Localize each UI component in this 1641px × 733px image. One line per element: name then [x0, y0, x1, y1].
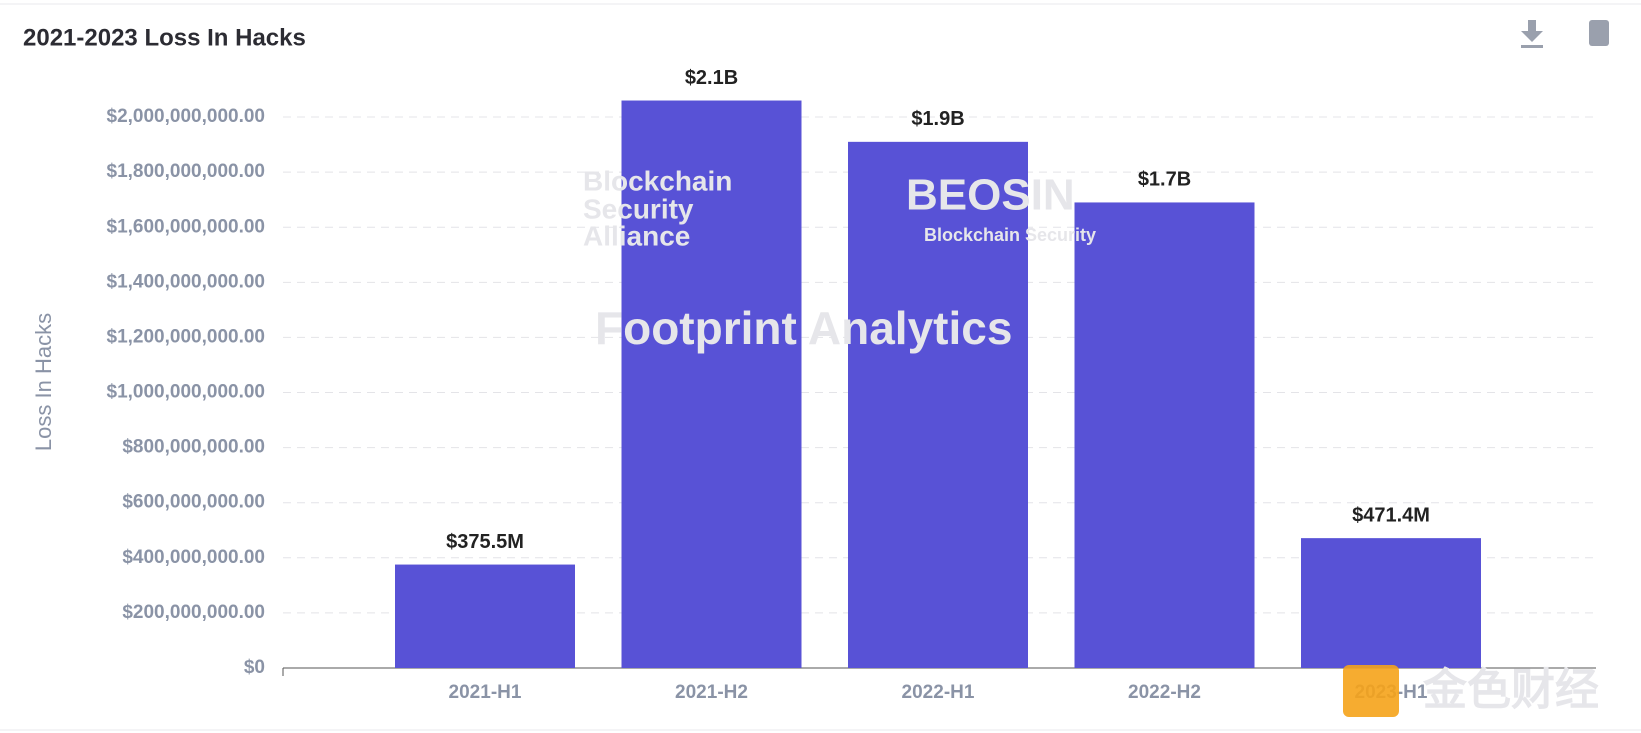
bar — [848, 141, 1028, 669]
bar — [621, 100, 802, 669]
y-tick-label: $2,000,000,000.00 — [107, 106, 266, 127]
y-tick-label: $200,000,000.00 — [122, 602, 265, 623]
y-tick-label: $0 — [244, 657, 265, 678]
x-tick-label: 2022-H1 — [902, 682, 975, 703]
value-label: $1.9B — [911, 108, 964, 130]
value-label: $1.7B — [1138, 169, 1191, 191]
value-label: $2.1B — [685, 67, 738, 89]
y-tick-label: $1,600,000,000.00 — [107, 216, 266, 237]
x-tick-label: 2022-H2 — [1128, 682, 1201, 703]
bar — [395, 564, 575, 668]
watermark: 金色财经 — [1422, 666, 1599, 715]
y-tick-label: $1,000,000,000.00 — [107, 382, 266, 403]
watermark: Blockchain — [583, 165, 732, 196]
value-label: $471.4M — [1352, 504, 1430, 526]
watermark: Blockchain Security — [924, 225, 1096, 245]
watermark: Alliance — [583, 220, 690, 251]
y-tick-label: $600,000,000.00 — [122, 492, 265, 513]
watermark: Security — [583, 193, 694, 224]
y-tick-label: $400,000,000.00 — [122, 547, 265, 568]
x-tick-label: 2021-H2 — [675, 682, 748, 703]
y-tick-label: $1,200,000,000.00 — [107, 326, 266, 347]
x-tick-label: 2021-H1 — [449, 682, 522, 703]
api-icon[interactable] — [1589, 20, 1609, 46]
y-tick-label: $1,800,000,000.00 — [107, 161, 266, 182]
value-label: $375.5M — [446, 531, 524, 553]
y-tick-label: $800,000,000.00 — [122, 437, 265, 458]
watermark: BEOSIN — [906, 171, 1075, 220]
chart-title: 2021-2023 Loss In Hacks — [23, 24, 306, 51]
logo-mark — [1343, 665, 1399, 717]
y-axis-label: Loss In Hacks — [31, 313, 56, 451]
bar — [1074, 202, 1255, 668]
bar — [1301, 538, 1481, 668]
download-icon[interactable] — [1521, 20, 1543, 48]
watermark: Footprint Analytics — [595, 302, 1012, 354]
y-tick-label: $1,400,000,000.00 — [107, 271, 266, 292]
